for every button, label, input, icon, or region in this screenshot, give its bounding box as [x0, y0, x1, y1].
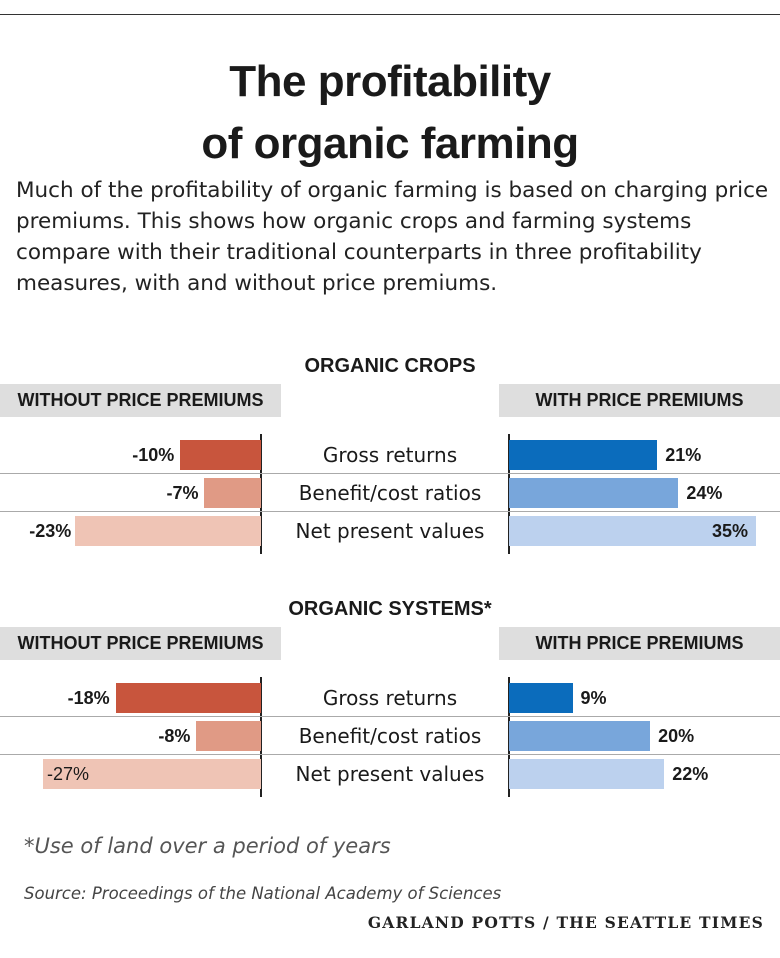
value-label-without: -18%: [67, 688, 110, 708]
value-label-with: 35%: [711, 521, 748, 541]
section-title: ORGANIC CROPS: [304, 355, 476, 377]
bar-with-premiums: [509, 440, 658, 470]
header-with-premiums: WITH PRICE PREMIUMS: [499, 627, 780, 660]
value-label-without: -10%: [132, 445, 175, 465]
row-divider: [0, 754, 780, 755]
bar-with-premiums: [509, 478, 679, 508]
value-label-with: 20%: [658, 726, 695, 746]
bar-with-premiums: [509, 683, 573, 713]
value-label-without: -23%: [29, 521, 72, 541]
bar-without-premiums: [196, 721, 261, 751]
value-label-without: -7%: [166, 483, 199, 503]
bar-with-premiums: [509, 516, 756, 546]
bar-without-premiums: [204, 478, 261, 508]
top-rule: [0, 14, 780, 15]
footnote: *Use of land over a period of years: [24, 834, 391, 858]
value-label-with: 9%: [580, 688, 607, 708]
title-line-1: The profitability: [229, 57, 551, 106]
row-divider: [0, 511, 780, 512]
header-without-premiums: WITHOUT PRICE PREMIUMS: [0, 627, 281, 660]
value-label-with: 24%: [686, 483, 723, 503]
axis-left: [260, 434, 262, 554]
intro-text: Much of the profitability of organic far…: [16, 178, 769, 296]
category-label: Benefit/cost ratios: [298, 481, 482, 505]
value-label-with: 22%: [672, 764, 709, 784]
row-divider: [0, 473, 780, 474]
axis-left: [260, 677, 262, 797]
category-label: Net present values: [295, 762, 485, 786]
value-label-with: 21%: [665, 445, 702, 465]
bar-without-premiums: [75, 516, 261, 546]
credit-line: GARLAND POTTS / THE SEATTLE TIMES: [367, 913, 764, 932]
header-with-premiums: WITH PRICE PREMIUMS: [499, 384, 780, 417]
bar-without-premiums: [43, 759, 261, 789]
source-note: Source: Proceedings of the National Acad…: [24, 884, 502, 903]
value-label-without: -27%: [47, 764, 90, 784]
bar-without-premiums: [115, 683, 261, 713]
row-divider: [0, 716, 780, 717]
category-label: Gross returns: [322, 443, 458, 467]
value-label-without: -8%: [158, 726, 191, 746]
bar-with-premiums: [509, 759, 665, 789]
header-without-premiums: WITHOUT PRICE PREMIUMS: [0, 384, 281, 417]
category-label: Gross returns: [322, 686, 458, 710]
category-label: Benefit/cost ratios: [298, 724, 482, 748]
title-line-2: of organic farming: [201, 119, 579, 168]
bar-without-premiums: [180, 440, 261, 470]
bar-with-premiums: [509, 721, 651, 751]
category-label: Net present values: [295, 519, 485, 543]
section-title: ORGANIC SYSTEMS*: [288, 598, 492, 620]
